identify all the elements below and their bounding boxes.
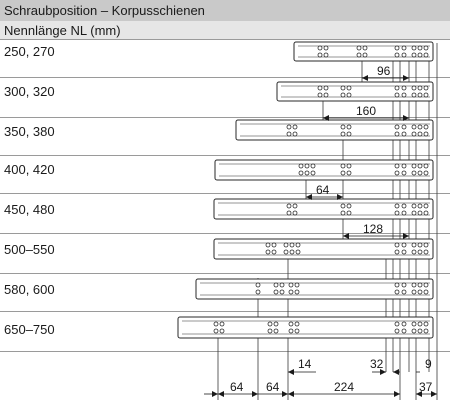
hole-group xyxy=(411,163,429,176)
rails xyxy=(177,41,434,339)
hole-group xyxy=(340,85,352,98)
hole-group xyxy=(394,242,407,255)
dim-label-9: 9 xyxy=(425,357,432,371)
separator xyxy=(0,233,450,234)
hole-group xyxy=(394,203,407,216)
page-title: Schraubposition – Korpusschienen xyxy=(4,3,205,18)
hole-group xyxy=(411,85,429,98)
screw-holes xyxy=(213,45,429,334)
row-label: 500–550 xyxy=(4,242,55,257)
separator xyxy=(0,273,450,274)
rail-580-600 xyxy=(195,278,434,300)
separator xyxy=(0,39,450,40)
hole-group xyxy=(356,45,368,58)
dim-label-64b: 64 xyxy=(266,380,280,394)
hole-group xyxy=(317,45,329,58)
rail-500-550 xyxy=(213,238,434,260)
hole-group xyxy=(411,203,429,216)
hole-group xyxy=(394,282,407,295)
hole-group xyxy=(286,203,298,216)
hole-group xyxy=(394,163,407,176)
dim-label-224: 224 xyxy=(334,380,354,394)
separator xyxy=(0,117,450,118)
rail-250-270 xyxy=(293,41,434,62)
hole-group xyxy=(394,85,407,98)
hole-group xyxy=(411,242,429,255)
title-bar: Schraubposition – Korpusschienen xyxy=(0,0,450,21)
separator xyxy=(0,77,450,78)
hole-group xyxy=(411,321,429,334)
row-label: 350, 380 xyxy=(4,124,55,139)
hole-group xyxy=(265,242,277,255)
hole-group xyxy=(286,124,298,137)
hole-group xyxy=(283,242,301,255)
hole-group xyxy=(273,282,285,295)
dim-label-128: 128 xyxy=(363,222,383,236)
rail-450-480 xyxy=(213,198,434,220)
row-label: 450, 480 xyxy=(4,202,55,217)
nominal-length-heading: Nennlänge NL (mm) xyxy=(4,23,121,38)
hole-group xyxy=(340,124,352,137)
hole-group xyxy=(394,124,407,137)
dim-label-160: 160 xyxy=(356,104,376,118)
rail-300-320 xyxy=(276,81,434,102)
hole-group xyxy=(298,163,316,176)
hole-group xyxy=(411,282,429,295)
hole-group xyxy=(394,321,407,334)
separator xyxy=(0,193,450,194)
subtitle-bar: Nennlänge NL (mm) xyxy=(0,21,450,39)
dim-label-64: 64 xyxy=(316,183,330,197)
row-label: 250, 270 xyxy=(4,44,55,59)
hole-group xyxy=(288,321,300,334)
row-label: 400, 420 xyxy=(4,162,55,177)
dim-label-96: 96 xyxy=(377,64,391,78)
rail-350-380 xyxy=(235,119,434,141)
hole-group xyxy=(411,124,429,137)
row-label: 650–750 xyxy=(4,322,55,337)
rail-400-420 xyxy=(214,159,434,181)
hole-group xyxy=(213,321,225,334)
separator xyxy=(0,311,450,312)
hole-group xyxy=(411,45,429,58)
dim-label-14: 14 xyxy=(298,357,312,371)
inner-dimension-lines xyxy=(306,75,409,239)
row-label: 580, 600 xyxy=(4,282,55,297)
hole-group xyxy=(340,163,352,176)
hole-group xyxy=(317,85,329,98)
hole-group xyxy=(340,203,352,216)
row-label: 300, 320 xyxy=(4,84,55,99)
hole-group xyxy=(255,282,261,295)
rail-650-750 xyxy=(177,316,434,339)
dim-label-32: 32 xyxy=(370,357,384,371)
hole-group xyxy=(267,321,279,334)
hole-group xyxy=(394,45,407,58)
dim-label-37: 37 xyxy=(419,380,433,394)
separator xyxy=(0,351,450,352)
hole-group xyxy=(288,282,300,295)
separator xyxy=(0,155,450,156)
dim-label-64a: 64 xyxy=(230,380,244,394)
